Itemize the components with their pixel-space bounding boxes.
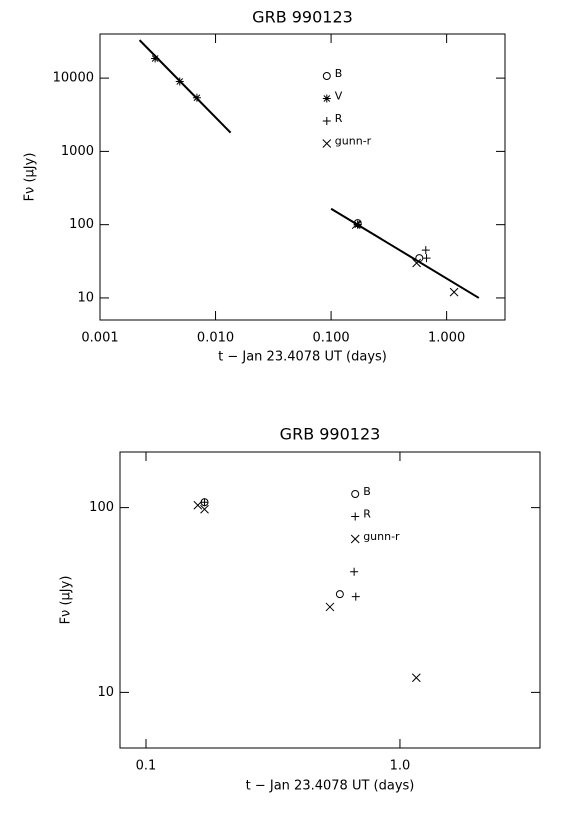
plot-frame <box>119 451 541 749</box>
y-tick-label: 10 <box>97 685 114 700</box>
legend-label: R <box>335 112 343 125</box>
y-tick-label: 10000 <box>53 71 94 86</box>
y-axis-label: Fν (μJy) <box>59 576 74 625</box>
marker-asterisk <box>151 54 160 63</box>
marker-x <box>411 673 421 683</box>
fit-line <box>138 39 232 134</box>
x-tick-label: 1.000 <box>428 331 465 346</box>
x-tick-label: 0.001 <box>81 331 118 346</box>
chart-title: GRB 990123 <box>252 8 353 27</box>
marker-plus <box>353 220 362 229</box>
x-axis-label: t − Jan 23.4078 UT (days) <box>246 779 415 794</box>
marker-x <box>325 602 335 612</box>
marker-plus <box>351 592 360 601</box>
legend-marker <box>322 94 331 103</box>
marker-x <box>200 504 209 514</box>
x-tick-label: 0.010 <box>197 331 234 346</box>
legend-label: B <box>335 67 343 80</box>
marker-plus <box>422 254 431 263</box>
marker-circle <box>335 590 344 599</box>
y-tick-label: 100 <box>69 217 94 232</box>
marker-asterisk <box>175 77 184 86</box>
legend-label: gunn-r <box>363 530 400 543</box>
y-tick-label: 100 <box>89 500 114 515</box>
chart-title: GRB 990123 <box>280 425 381 444</box>
chart: GRB 990123 t − Jan 23.4078 UT (days) Fν (μ… <box>23 8 506 365</box>
y-axis-label: Fν (μJy) <box>23 153 38 202</box>
chart: GRB 990123 t − Jan 23.4078 UT (days) Fν (μ… <box>59 425 541 794</box>
x-tick-label: 0.1 <box>136 759 157 774</box>
y-tick-label: 1000 <box>61 144 94 159</box>
legend-marker <box>351 490 360 498</box>
x-axis-label: t − Jan 23.4078 UT (days) <box>218 350 387 365</box>
plot-frame <box>99 33 506 321</box>
legend-marker <box>350 534 360 544</box>
legend-marker <box>322 139 332 148</box>
marker-asterisk <box>192 93 201 102</box>
marker-x <box>351 220 361 230</box>
legend-marker <box>322 117 331 125</box>
legend-label: B <box>363 485 371 498</box>
legend-marker <box>322 72 331 80</box>
y-tick-label: 10 <box>77 290 94 305</box>
legend-label: gunn-r <box>335 135 372 148</box>
x-tick-label: 1.0 <box>390 759 411 774</box>
legend-marker <box>351 512 360 521</box>
legend-label: V <box>335 90 343 103</box>
x-tick-label: 0.100 <box>312 331 349 346</box>
marker-plus <box>350 567 359 576</box>
marker-plus <box>200 498 209 507</box>
marker-x <box>449 287 459 297</box>
marker-x <box>412 258 421 268</box>
legend-label: R <box>363 508 371 521</box>
marker-x <box>193 500 203 510</box>
marker-plus <box>421 246 430 255</box>
